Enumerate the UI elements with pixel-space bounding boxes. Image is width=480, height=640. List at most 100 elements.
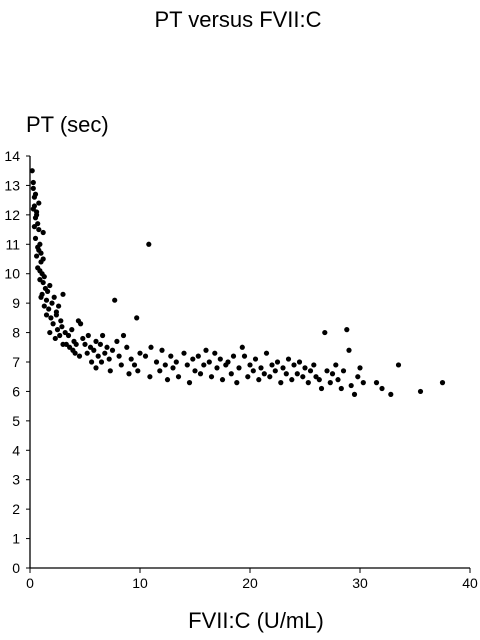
data-point — [159, 347, 165, 353]
data-point — [48, 315, 54, 321]
data-point — [348, 382, 354, 389]
data-point — [52, 335, 58, 342]
y-tick-label: 5 — [12, 413, 20, 429]
data-point — [388, 391, 394, 397]
y-tick-label: 10 — [4, 266, 20, 282]
data-point — [296, 359, 303, 365]
data-point — [184, 362, 190, 368]
data-point — [252, 356, 259, 362]
y-tick-label: 14 — [4, 148, 20, 164]
data-point — [316, 377, 322, 383]
data-point — [206, 359, 212, 365]
data-point — [267, 374, 273, 380]
data-point — [98, 359, 105, 365]
data-point — [346, 347, 352, 353]
data-point — [256, 377, 262, 383]
data-point — [327, 380, 333, 386]
y-tick-label: 2 — [12, 501, 20, 517]
data-point — [93, 365, 99, 371]
data-point — [147, 374, 153, 380]
data-point — [102, 350, 108, 356]
data-point — [146, 241, 152, 247]
x-tick-label: 0 — [26, 575, 34, 591]
data-point — [80, 335, 86, 342]
data-point — [31, 224, 37, 230]
data-point — [30, 206, 36, 212]
data-point — [329, 371, 336, 377]
data-point — [230, 353, 237, 359]
data-point — [49, 300, 55, 306]
data-point — [41, 274, 47, 280]
data-point — [417, 388, 424, 395]
data-point — [157, 368, 163, 374]
data-point — [283, 371, 289, 377]
data-point — [170, 365, 176, 371]
data-point — [116, 353, 122, 359]
data-point — [43, 312, 50, 318]
data-point — [106, 356, 112, 362]
data-point — [114, 338, 120, 344]
data-point — [124, 344, 130, 350]
data-point — [32, 235, 39, 241]
data-point — [324, 368, 330, 374]
data-point — [214, 365, 220, 371]
data-point — [54, 327, 61, 333]
data-point — [192, 368, 198, 374]
data-point — [104, 344, 110, 350]
data-point — [148, 344, 154, 350]
y-tick-label: 3 — [12, 472, 20, 488]
data-point — [89, 359, 95, 365]
data-point — [109, 347, 116, 353]
data-point — [50, 321, 56, 327]
data-point — [78, 321, 84, 327]
data-point — [212, 350, 218, 356]
data-point — [142, 353, 149, 359]
data-point — [45, 288, 51, 294]
data-point — [34, 253, 40, 259]
data-point — [239, 344, 245, 350]
data-point — [263, 350, 270, 356]
data-point — [439, 380, 446, 386]
data-point — [36, 226, 42, 233]
data-point — [34, 212, 40, 218]
data-point — [168, 353, 174, 359]
data-point — [250, 368, 256, 374]
data-point — [234, 380, 240, 386]
data-point — [95, 353, 101, 359]
data-point — [379, 385, 385, 392]
data-point — [153, 359, 160, 365]
data-point — [51, 294, 57, 300]
y-tick-label: 13 — [4, 177, 20, 193]
x-tick-label: 20 — [242, 575, 258, 591]
data-point — [294, 371, 300, 377]
data-point — [32, 191, 39, 197]
data-point — [291, 362, 297, 368]
data-point — [272, 368, 278, 374]
data-point — [37, 268, 43, 274]
data-point — [247, 362, 253, 368]
data-point — [203, 347, 209, 353]
data-point — [135, 368, 141, 374]
data-point — [236, 365, 242, 371]
data-point — [60, 341, 66, 347]
data-point — [357, 365, 363, 371]
data-point — [59, 324, 65, 330]
x-tick-label: 30 — [352, 575, 368, 591]
data-point — [285, 356, 292, 362]
data-point — [338, 385, 344, 392]
data-point — [30, 179, 36, 186]
data-point — [190, 356, 196, 362]
data-point — [134, 315, 140, 321]
data-point — [47, 282, 53, 289]
data-point — [300, 374, 306, 380]
y-tick-label: 6 — [12, 383, 20, 399]
y-tick-label: 0 — [12, 560, 20, 576]
data-point — [302, 365, 308, 371]
data-point — [40, 229, 46, 236]
data-point — [82, 341, 88, 347]
data-point — [126, 371, 132, 377]
data-point — [112, 297, 118, 303]
data-point — [195, 353, 201, 359]
data-point — [217, 356, 223, 362]
